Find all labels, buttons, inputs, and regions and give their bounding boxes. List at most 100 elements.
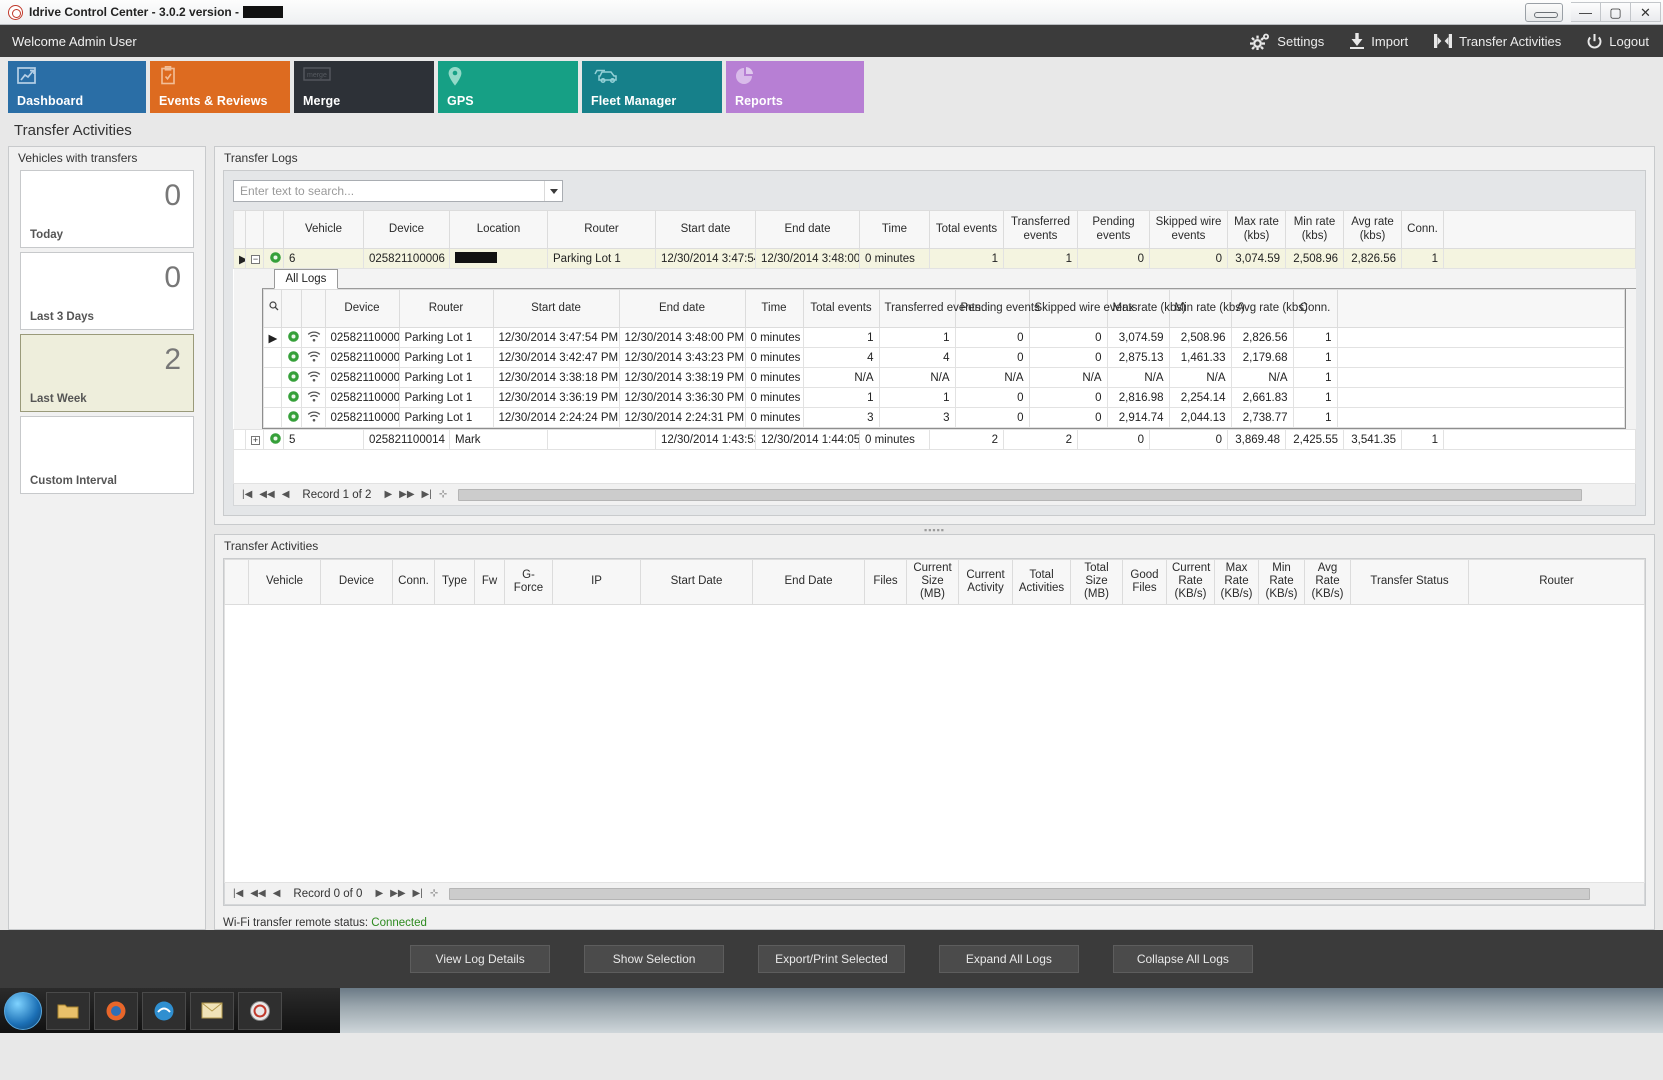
- detail-col-end-date[interactable]: End date: [618, 289, 746, 328]
- col-time[interactable]: Time: [859, 210, 930, 249]
- ta-col-gforce[interactable]: G-Force: [504, 559, 553, 605]
- list-item[interactable]: 025821100006 Parking Lot 1 12/30/2014 3:…: [262, 387, 1625, 408]
- table-row[interactable]: + 5 025821100014 Mark 12/30/2014 1:43:53…: [233, 429, 1636, 450]
- col-total-events[interactable]: Total events: [929, 210, 1004, 249]
- detail-col-search-icon[interactable]: [262, 289, 282, 328]
- ta-col-total-activities[interactable]: Total Activities: [1012, 559, 1071, 605]
- ta-col-ip[interactable]: IP: [552, 559, 641, 605]
- detail-col-avg-rate[interactable]: Avg rate (kbs): [1230, 289, 1308, 328]
- col-skipped-wire-events[interactable]: Skipped wire events: [1149, 210, 1228, 249]
- export-print-selected-button[interactable]: Export/Print Selected: [758, 945, 905, 973]
- minimize-button[interactable]: —: [1571, 2, 1601, 22]
- detail-col-min-rate[interactable]: Min rate (kbs): [1168, 289, 1245, 328]
- search-input[interactable]: [234, 181, 544, 201]
- ta-pager-next-page-button[interactable]: ▶▶: [390, 887, 406, 899]
- nav-transfer-activities[interactable]: Transfer Activities: [1434, 33, 1561, 49]
- ta-scrollbar-thumb[interactable]: [449, 887, 1591, 900]
- col-vehicle[interactable]: Vehicle: [283, 210, 364, 249]
- ta-col-router[interactable]: Router: [1468, 559, 1645, 605]
- restore-pill-icon[interactable]: [1525, 2, 1563, 22]
- ta-col-end-date[interactable]: End Date: [752, 559, 865, 605]
- horizontal-scrollbar[interactable]: [458, 488, 1629, 501]
- list-item[interactable]: 025821100006 Parking Lot 1 12/30/2014 3:…: [262, 347, 1625, 368]
- close-button[interactable]: ✕: [1631, 2, 1661, 22]
- ta-col-files[interactable]: Files: [864, 559, 907, 605]
- tile-reports[interactable]: Reports: [726, 61, 864, 113]
- row-expander-button[interactable]: +: [245, 429, 264, 450]
- col-location[interactable]: Location: [449, 210, 548, 249]
- ta-col-conn[interactable]: Conn.: [392, 559, 435, 605]
- sidebar-card-today[interactable]: 0 Today: [20, 170, 194, 248]
- list-item[interactable]: 025821100006 Parking Lot 1 12/30/2014 3:…: [262, 367, 1625, 388]
- col-transferred-events[interactable]: Transferred events: [1003, 210, 1078, 249]
- ta-col-current-activity[interactable]: Current Activity: [958, 559, 1013, 605]
- panel-splitter[interactable]: ▪▪▪▪▪: [214, 525, 1655, 535]
- pager-prev-button[interactable]: ◀: [281, 488, 290, 500]
- detail-col-device[interactable]: Device: [324, 289, 400, 328]
- ta-col-current-size[interactable]: Current Size (MB): [906, 559, 959, 605]
- tile-events-reviews[interactable]: Events & Reviews: [150, 61, 290, 113]
- detail-col-conn[interactable]: Conn.: [1292, 289, 1338, 328]
- row-expander-button[interactable]: −: [245, 248, 264, 269]
- tile-fleet-manager[interactable]: Fleet Manager: [582, 61, 722, 113]
- col-router[interactable]: Router: [547, 210, 656, 249]
- detail-col-transferred-events[interactable]: Transferred events: [878, 289, 981, 328]
- search-dropdown-button[interactable]: [544, 181, 562, 201]
- ta-col-total-size[interactable]: Total Size (MB): [1070, 559, 1123, 605]
- col-max-rate[interactable]: Max rate (kbs): [1227, 210, 1286, 249]
- sidebar-card-last-week[interactable]: 2 Last Week: [20, 334, 194, 412]
- taskbar-idrive-icon[interactable]: [238, 991, 282, 1030]
- detail-col-pending-events[interactable]: Pending events: [954, 289, 1040, 328]
- detail-col-time[interactable]: Time: [744, 289, 804, 328]
- ta-col-start-date[interactable]: Start Date: [640, 559, 753, 605]
- col-device[interactable]: Device: [363, 210, 450, 249]
- pager-next-page-button[interactable]: ▶▶: [399, 488, 415, 500]
- ta-horizontal-scrollbar[interactable]: [449, 887, 1638, 900]
- view-log-details-button[interactable]: View Log Details: [410, 945, 551, 973]
- ta-col-fw[interactable]: Fw: [474, 559, 505, 605]
- detail-col-skipped-wire-events[interactable]: Skipped wire events: [1028, 289, 1137, 328]
- ta-pager-last-button[interactable]: ▶|: [412, 887, 423, 899]
- table-row[interactable]: ▶ − 6 025821100006 Parking Lot 1 12/30/2…: [233, 248, 1636, 269]
- taskbar-firefox-icon[interactable]: [94, 991, 138, 1030]
- col-start-date[interactable]: Start date: [655, 210, 756, 249]
- detail-col-router[interactable]: Router: [398, 289, 494, 328]
- col-conn[interactable]: Conn.: [1401, 210, 1444, 249]
- ta-pager-prev-button[interactable]: ◀: [272, 887, 281, 899]
- list-item[interactable]: 025821100006 Parking Lot 1 12/30/2014 2:…: [262, 407, 1625, 428]
- ta-col-avg-rate[interactable]: Avg Rate (KB/s): [1304, 559, 1351, 605]
- nav-settings[interactable]: Settings: [1250, 33, 1324, 50]
- tile-gps[interactable]: GPS: [438, 61, 578, 113]
- ta-pager-next-button[interactable]: ▶: [375, 887, 384, 899]
- ta-col-device[interactable]: Device: [320, 559, 393, 605]
- col-pending-events[interactable]: Pending events: [1077, 210, 1150, 249]
- collapse-all-logs-button[interactable]: Collapse All Logs: [1112, 945, 1253, 973]
- col-end-date[interactable]: End date: [755, 210, 860, 249]
- start-button[interactable]: [4, 991, 42, 1030]
- ta-col-type[interactable]: Type: [434, 559, 475, 605]
- detail-col-start-date[interactable]: Start date: [492, 289, 620, 328]
- ta-col-transfer-status[interactable]: Transfer Status: [1350, 559, 1469, 605]
- taskbar-app-icon[interactable]: [142, 991, 186, 1030]
- sidebar-card-custom-interval[interactable]: Custom Interval: [20, 416, 194, 494]
- search-box[interactable]: [233, 180, 563, 202]
- ta-pager-first-button[interactable]: |◀: [233, 887, 244, 899]
- ta-pager-add-button[interactable]: ⊹: [429, 887, 439, 899]
- detail-col-max-rate[interactable]: Max rate (kbs): [1106, 289, 1186, 328]
- show-selection-button[interactable]: Show Selection: [584, 945, 725, 973]
- taskbar-explorer-icon[interactable]: [46, 991, 90, 1030]
- pager-add-button[interactable]: ⊹: [438, 488, 448, 500]
- list-item[interactable]: ▶ 025821100006 Parking Lot 1 12/30/2014 …: [262, 327, 1625, 348]
- ta-col-vehicle[interactable]: Vehicle: [248, 559, 321, 605]
- ta-col-max-rate[interactable]: Max Rate (KB/s): [1214, 559, 1259, 605]
- pager-prev-page-button[interactable]: ◀◀: [259, 488, 275, 500]
- maximize-button[interactable]: ▢: [1601, 2, 1631, 22]
- tile-dashboard[interactable]: Dashboard: [8, 61, 146, 113]
- col-avg-rate[interactable]: Avg rate (kbs): [1343, 210, 1402, 249]
- detail-col-total-events[interactable]: Total events: [802, 289, 880, 328]
- scrollbar-thumb[interactable]: [458, 488, 1583, 501]
- nav-import[interactable]: Import: [1350, 33, 1408, 49]
- tab-all-logs[interactable]: All Logs: [273, 269, 339, 289]
- col-min-rate[interactable]: Min rate (kbs): [1285, 210, 1344, 249]
- taskbar-mail-icon[interactable]: [190, 991, 234, 1030]
